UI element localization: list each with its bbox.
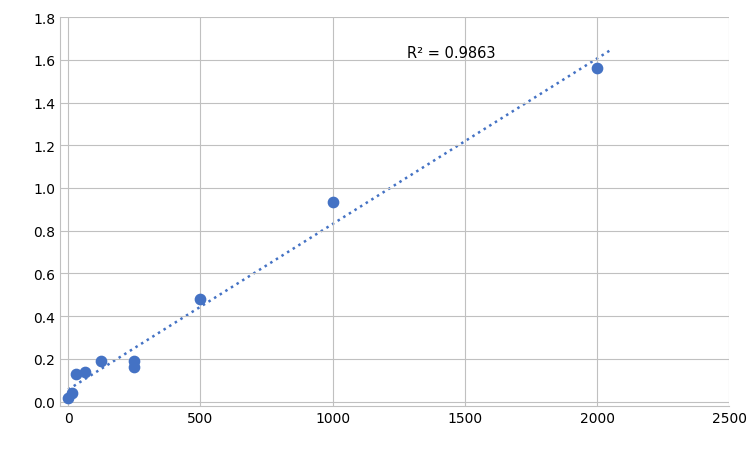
- Point: [326, 199, 338, 207]
- Point: [591, 65, 603, 73]
- Point: [194, 296, 206, 303]
- Point: [62, 394, 74, 401]
- Point: [71, 371, 83, 378]
- Text: R² = 0.9863: R² = 0.9863: [407, 46, 496, 61]
- Point: [79, 368, 91, 375]
- Point: [66, 390, 78, 397]
- Point: [128, 357, 140, 364]
- Point: [128, 364, 140, 371]
- Point: [96, 358, 108, 365]
